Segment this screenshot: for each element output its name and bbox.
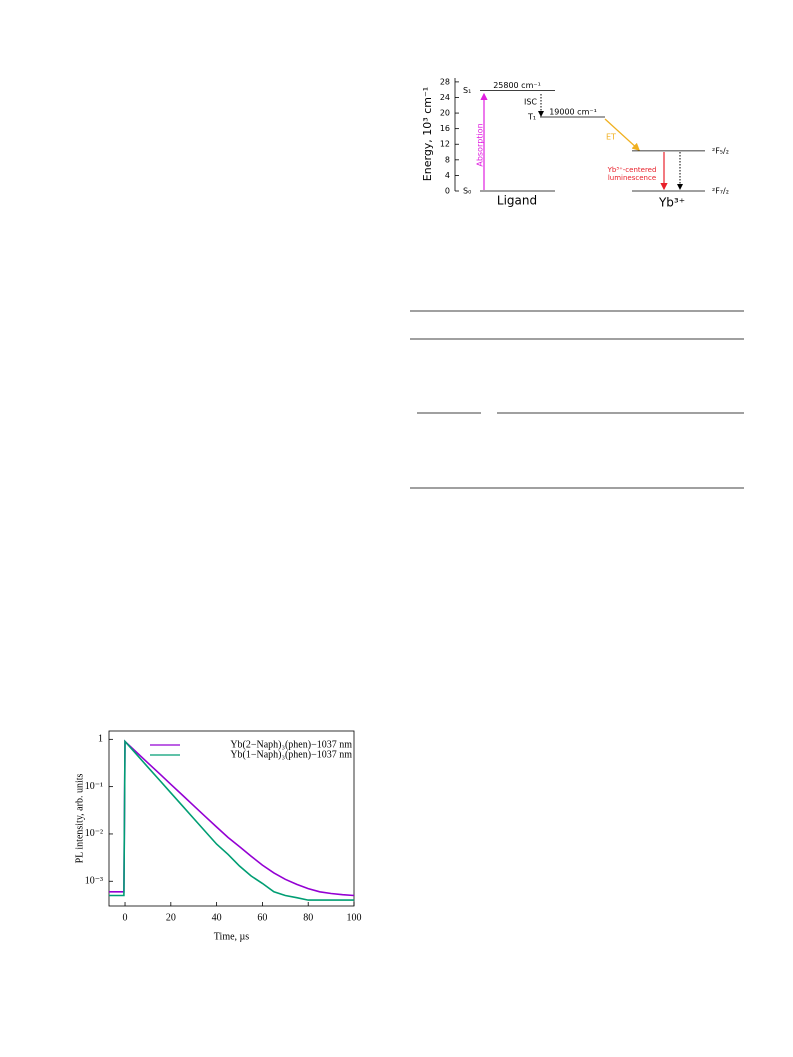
y-tick-label: 16 bbox=[440, 124, 450, 133]
et-label: ET bbox=[606, 133, 616, 142]
x-tick-label: 0 bbox=[123, 912, 128, 923]
x-axis-label: Time, µs bbox=[214, 931, 250, 942]
plot-frame bbox=[108, 730, 355, 907]
level-label: ²F₅/₂ bbox=[712, 146, 729, 155]
y-tick-label: 24 bbox=[440, 93, 450, 102]
absorption-label: Absorption bbox=[476, 123, 485, 166]
y-tick-label: 12 bbox=[440, 140, 450, 149]
y-tick-label: 10⁻³ bbox=[85, 876, 103, 887]
luminescence-label: Yb³⁺-centered bbox=[607, 166, 657, 174]
y-axis-label: PL intensity, arb. units bbox=[74, 773, 85, 863]
x-tick-label: 80 bbox=[303, 912, 313, 923]
y-tick-label: 20 bbox=[440, 109, 450, 118]
x-tick-label: 40 bbox=[212, 912, 222, 923]
y-tick-label: 0 bbox=[445, 187, 450, 196]
x-tick-label: 20 bbox=[166, 912, 176, 923]
y-tick-label: 1 bbox=[98, 734, 103, 745]
x-tick-label: 100 bbox=[347, 912, 362, 923]
y-tick-label: 8 bbox=[445, 155, 450, 164]
level-note: 25800 cm⁻¹ bbox=[493, 81, 541, 90]
isc-label: ISC bbox=[524, 98, 537, 107]
y-tick-label: 10⁻¹ bbox=[85, 781, 103, 792]
level-note: Yb³⁺ bbox=[658, 196, 685, 210]
energy-diagram: Energy, 10³ cm⁻¹ ISC Absorption ET Yb³⁺-… bbox=[421, 77, 729, 209]
x-tick-label: 60 bbox=[257, 912, 267, 923]
level-label: S₁ bbox=[463, 86, 471, 95]
series-line bbox=[109, 739, 354, 901]
table-rules bbox=[410, 310, 744, 489]
y-axis-label: Energy, 10³ cm⁻¹ bbox=[421, 87, 434, 181]
level-label: T₁ bbox=[527, 112, 536, 121]
level-label: S₀ bbox=[463, 187, 471, 196]
luminescence-label: luminescence bbox=[608, 174, 656, 182]
y-tick-label: 4 bbox=[445, 171, 450, 180]
level-label: ²F₇/₂ bbox=[712, 187, 729, 196]
legend-label: Yb(2−Naph)₃(phen)−1037 nm bbox=[230, 739, 352, 750]
level-note: 19000 cm⁻¹ bbox=[549, 107, 597, 116]
level-note: Ligand bbox=[497, 194, 537, 208]
decay-chart: 0 20 40 60 80 100 1 10⁻¹ 10⁻² 10⁻³ Time, µs PL inte… bbox=[74, 730, 362, 942]
series-line bbox=[109, 739, 355, 897]
legend-label: Yb(1−Naph)₃(phen)−1037 nm bbox=[230, 749, 352, 760]
y-tick-label: 28 bbox=[440, 77, 450, 86]
et-arrow bbox=[604, 118, 640, 151]
y-tick-label: 10⁻² bbox=[85, 828, 103, 839]
